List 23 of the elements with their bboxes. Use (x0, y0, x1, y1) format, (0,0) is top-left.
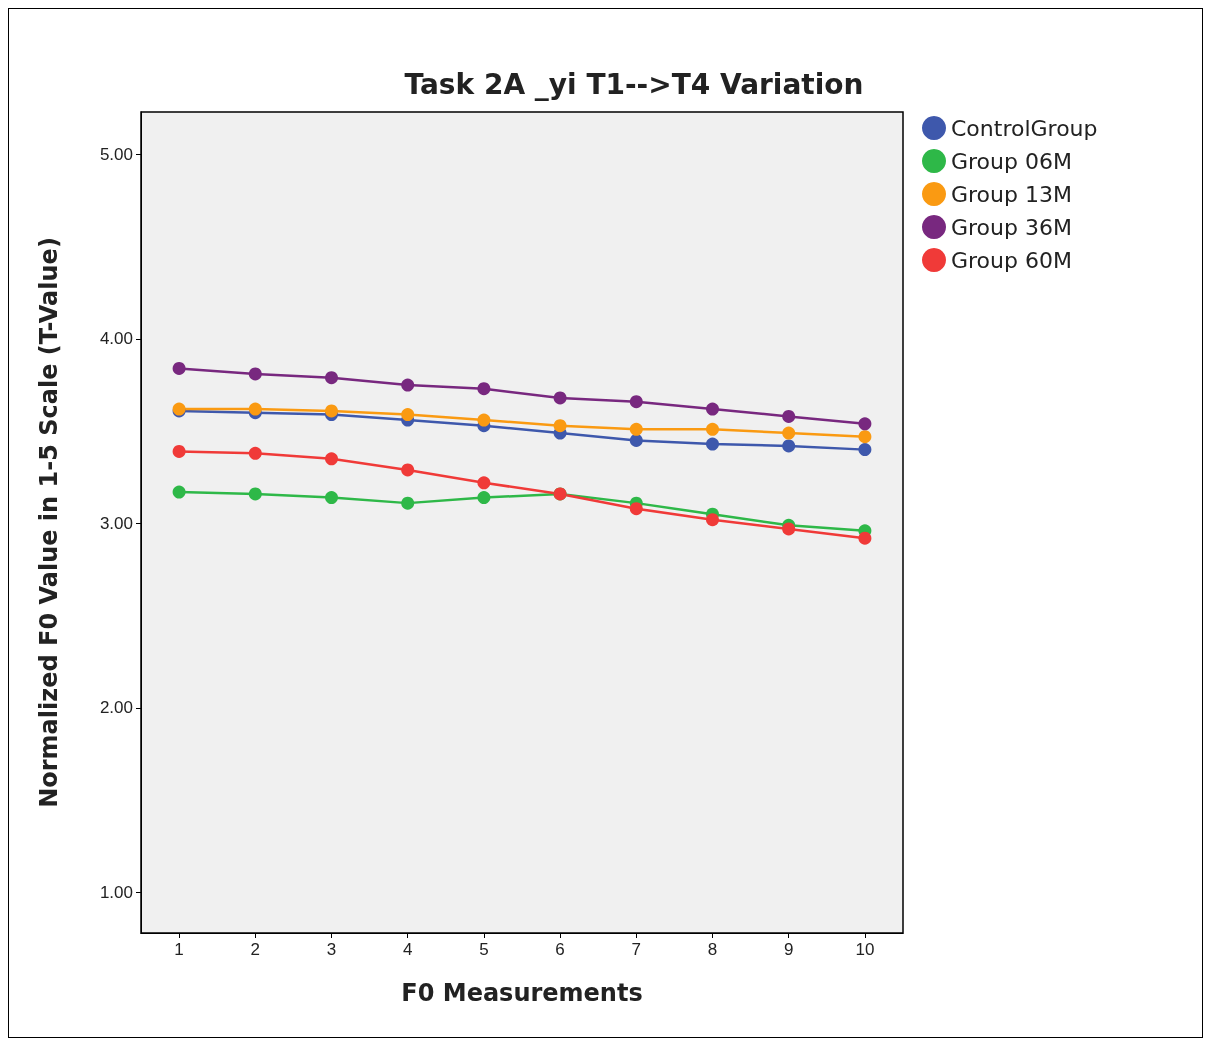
y-tick-label: 4.00 (99, 329, 133, 349)
legend-label: Group 13M (951, 181, 1072, 207)
y-tick-label: 2.00 (99, 698, 133, 718)
y-tick-label: 5.00 (99, 144, 133, 164)
x-tick-label: 10 (855, 940, 875, 959)
legend-label: Group 06M (951, 148, 1072, 174)
x-tick-label: 3 (326, 940, 337, 959)
chart-title: Task 2A _yi T1-->T4 Variation (404, 67, 864, 101)
legend-label: Group 36M (951, 214, 1072, 240)
legend-label: Group 60M (951, 247, 1072, 273)
x-tick-label: 2 (250, 940, 261, 959)
y-tick-label: 1.00 (99, 882, 133, 902)
x-tick-label: 6 (555, 940, 565, 959)
y-tick-label: 3.00 (99, 513, 133, 533)
x-tick-label: 9 (783, 940, 794, 959)
x-axis-title: F0 Measurements (401, 979, 643, 1007)
x-tick-label: 8 (707, 940, 718, 959)
x-tick-label: 5 (479, 940, 489, 959)
legend-label: ControlGroup (951, 115, 1098, 141)
x-tick-label: 1 (174, 940, 184, 959)
x-tick-label: 4 (402, 940, 413, 959)
y-axis-title: Normalized F0 Value in 1-5 Scale (T-Value) (35, 237, 63, 808)
x-tick-label: 7 (631, 940, 642, 959)
